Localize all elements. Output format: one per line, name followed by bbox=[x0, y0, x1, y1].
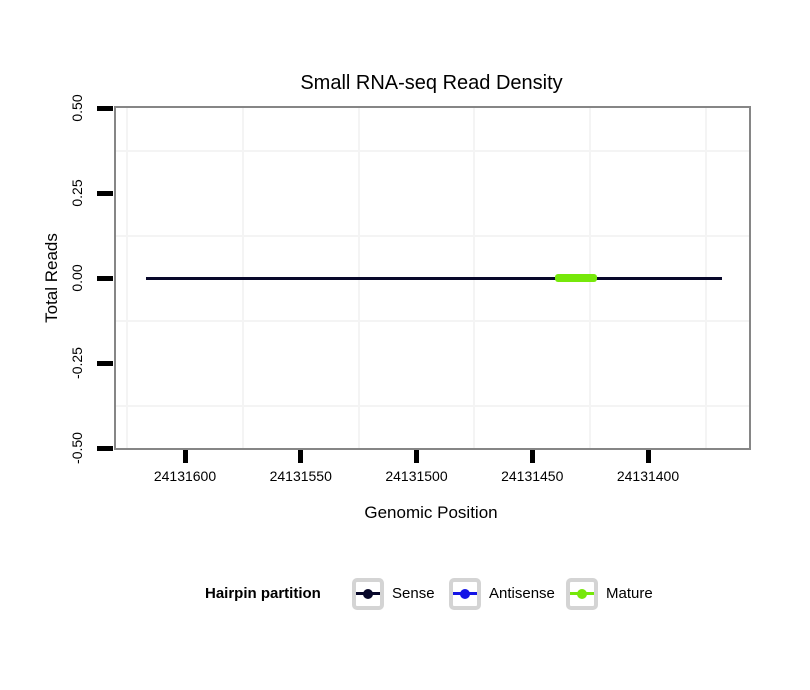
y-tick-mark bbox=[97, 360, 113, 366]
sense-point-glyph bbox=[363, 589, 373, 599]
x-tick-label: 24131450 bbox=[501, 468, 564, 484]
y-tick-label: 0.25 bbox=[69, 179, 85, 207]
x-tick-mark bbox=[182, 450, 188, 463]
legend-key-mature bbox=[566, 578, 598, 610]
x-tick-label: 24131400 bbox=[616, 468, 680, 484]
x-tick-mark bbox=[529, 450, 535, 463]
y-tick-label: -0.50 bbox=[69, 432, 85, 464]
legend-key-sense bbox=[352, 578, 384, 610]
legend: Hairpin partition Sense Antisense Mature bbox=[0, 576, 810, 612]
legend-label-mature: Mature bbox=[606, 585, 653, 602]
y-tick-mark bbox=[97, 275, 113, 281]
x-tick-label: 24131600 bbox=[153, 468, 217, 484]
legend-label-antisense: Antisense bbox=[489, 585, 555, 602]
y-tick-mark bbox=[97, 190, 113, 196]
x-tick-label: 24131500 bbox=[385, 468, 448, 484]
x-tick-mark bbox=[645, 450, 651, 463]
minor-gridline-vertical bbox=[126, 108, 129, 448]
x-tick-mark bbox=[414, 450, 419, 463]
minor-gridline-horizontal bbox=[116, 319, 749, 322]
minor-gridline-horizontal bbox=[116, 234, 749, 237]
legend-title: Hairpin partition bbox=[205, 585, 321, 602]
antisense-point-glyph bbox=[460, 589, 470, 599]
mature-segment bbox=[555, 274, 598, 282]
y-tick-mark bbox=[97, 445, 113, 451]
mature-point-glyph bbox=[577, 589, 587, 599]
minor-gridline-horizontal bbox=[116, 404, 749, 407]
chart-title: Small RNA-seq Read Density bbox=[300, 72, 563, 94]
legend-key-antisense bbox=[449, 578, 481, 610]
sense-segment bbox=[145, 276, 723, 280]
plot-panel bbox=[114, 106, 751, 450]
x-axis-title: Genomic Position bbox=[364, 503, 498, 522]
y-tick-label: 0.50 bbox=[69, 94, 85, 122]
y-tick-label: 0.00 bbox=[69, 264, 85, 292]
y-tick-mark bbox=[97, 105, 113, 111]
x-tick-label: 24131550 bbox=[269, 468, 332, 484]
y-axis-title: Total Reads bbox=[42, 233, 61, 323]
y-tick-label: -0.25 bbox=[69, 347, 85, 379]
legend-label-sense: Sense bbox=[392, 585, 435, 602]
x-tick-mark bbox=[298, 450, 304, 463]
minor-gridline-horizontal bbox=[116, 149, 749, 152]
